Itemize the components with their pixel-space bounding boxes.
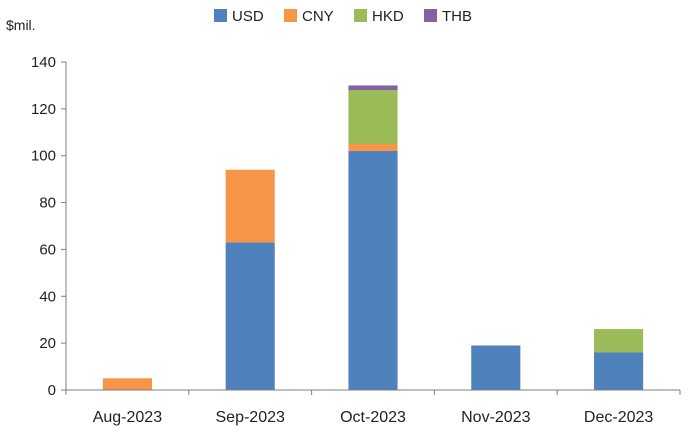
- bar-cny-oct-2023: [348, 144, 398, 152]
- bar-thb-oct-2023: [348, 85, 398, 91]
- bars-group: [102, 85, 644, 390]
- y-tick-label: 140: [31, 54, 56, 71]
- x-category-label: Dec-2023: [584, 409, 653, 426]
- legend-label-cny: CNY: [302, 8, 334, 25]
- legend-label-hkd: HKD: [372, 8, 404, 25]
- x-category-label: Sep-2023: [216, 409, 285, 426]
- bar-cny-sep-2023: [225, 169, 275, 243]
- x-category-label: Oct-2023: [340, 409, 406, 426]
- legend-swatch-thb: [424, 9, 437, 22]
- y-axis-unit-label: $mil.: [6, 17, 36, 33]
- legend-swatch-usd: [214, 9, 227, 22]
- bar-usd-oct-2023: [348, 151, 398, 390]
- x-axis: Aug-2023 Sep-2023 Oct-2023 Nov-2023 Dec-2023: [65, 389, 681, 426]
- y-tick-label: 120: [31, 101, 56, 118]
- legend-label-usd: USD: [232, 8, 264, 25]
- y-tick-label: 100: [31, 148, 56, 165]
- y-tick-label: 0: [48, 382, 56, 399]
- legend: USD CNY HKD THB: [214, 8, 472, 25]
- legend-swatch-cny: [284, 9, 297, 22]
- legend-label-thb: THB: [442, 8, 472, 25]
- y-tick-label: 80: [39, 195, 56, 212]
- x-category-label: Aug-2023: [93, 409, 162, 426]
- y-tick-label: 40: [39, 288, 56, 305]
- bar-cny-aug-2023: [102, 378, 152, 390]
- y-axis: 0 20 40 60 80 100 120 140: [31, 54, 67, 399]
- y-tick-label: 20: [39, 335, 56, 352]
- bar-usd-nov-2023: [471, 345, 521, 390]
- bar-hkd-oct-2023: [348, 90, 398, 144]
- bar-usd-dec-2023: [594, 352, 644, 390]
- bar-usd-sep-2023: [225, 242, 275, 390]
- bar-hkd-dec-2023: [594, 329, 644, 353]
- legend-swatch-hkd: [354, 9, 367, 22]
- y-tick-label: 60: [39, 241, 56, 258]
- x-category-label: Nov-2023: [461, 409, 530, 426]
